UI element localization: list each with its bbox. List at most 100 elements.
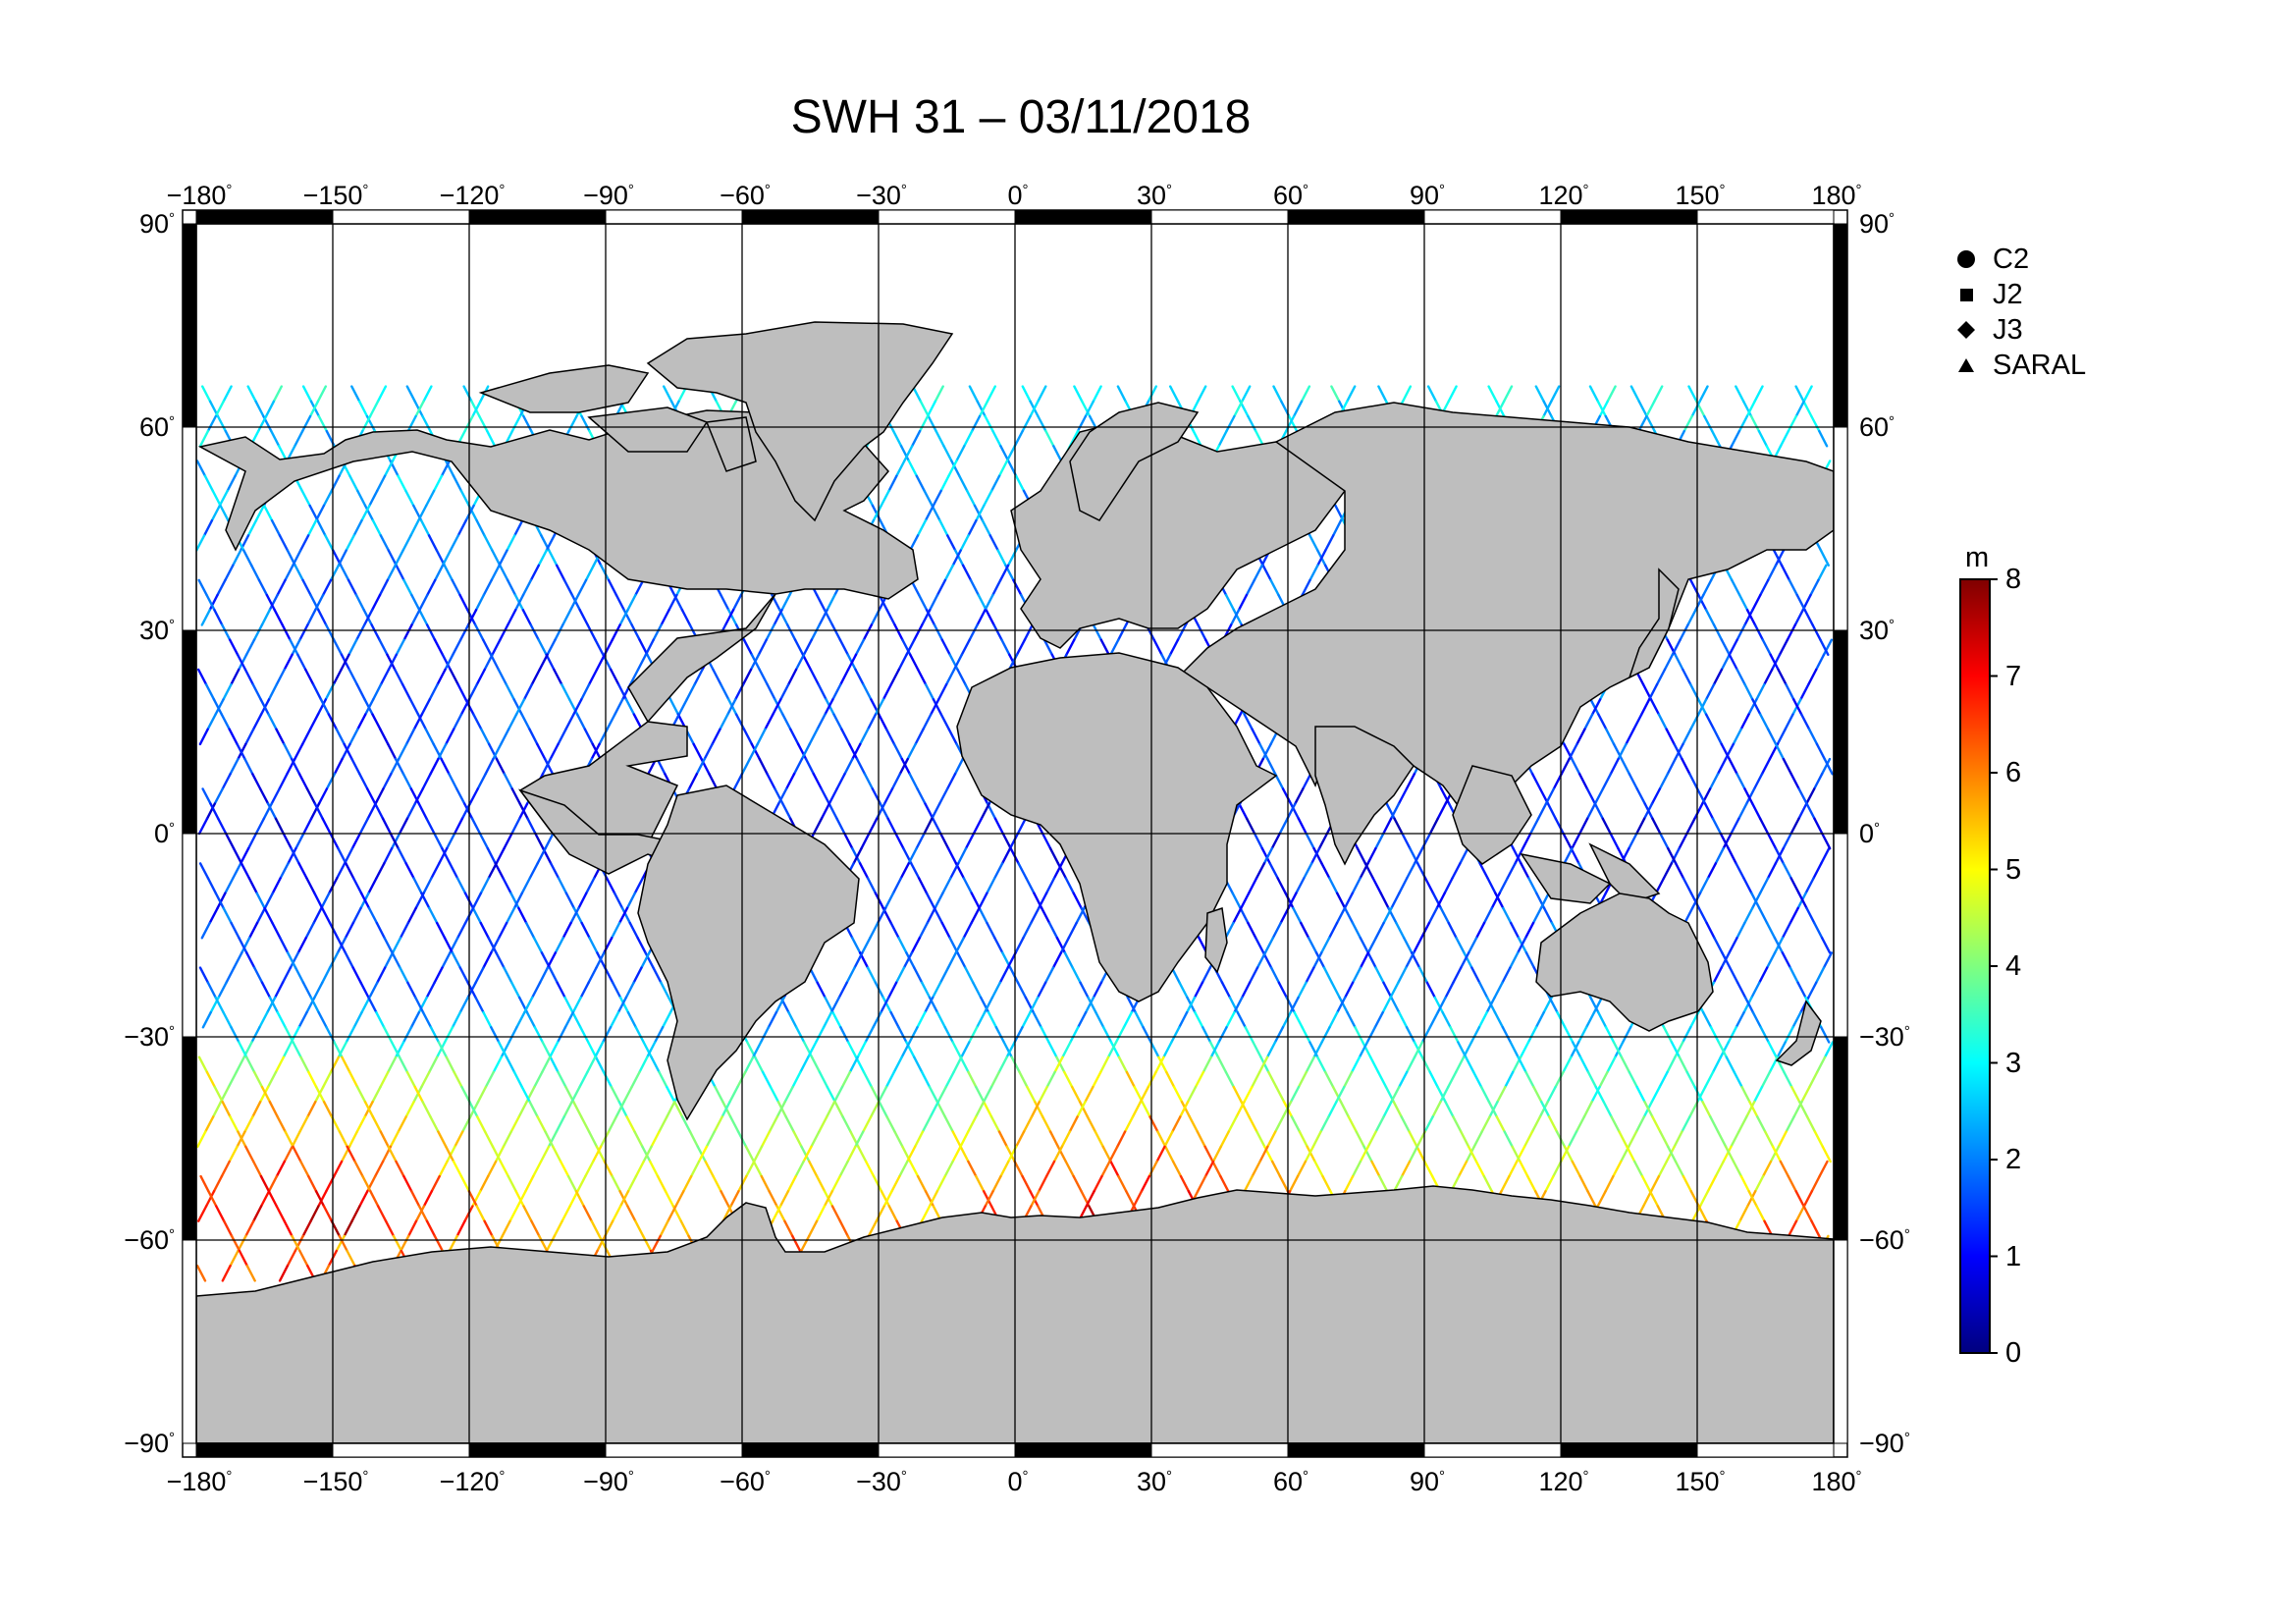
track-segment — [1640, 1174, 1652, 1193]
track-segment — [1459, 847, 1469, 865]
track-segment — [1465, 1145, 1476, 1163]
track-segment — [1698, 385, 1709, 403]
track-segment — [750, 742, 761, 761]
track-segment — [1592, 996, 1604, 1014]
track-segment — [301, 414, 312, 433]
lon-tick-label-top: 120° — [1538, 181, 1588, 210]
track-segment — [1821, 1145, 1832, 1163]
track-segment — [448, 1234, 458, 1253]
track-segment — [336, 937, 347, 954]
track-segment — [522, 414, 533, 433]
track-segment — [815, 1026, 826, 1044]
track-segment — [1225, 1010, 1236, 1029]
track-segment — [356, 489, 367, 508]
track-segment — [614, 698, 624, 716]
track-segment — [1093, 1174, 1103, 1193]
track-segment — [1243, 1085, 1254, 1104]
track-segment — [211, 1100, 223, 1118]
lon-tick-label-top: 60° — [1273, 181, 1308, 210]
track-segment — [1390, 996, 1401, 1014]
track-segment — [255, 892, 266, 910]
track-segment — [341, 742, 351, 761]
track-segment — [1436, 1085, 1447, 1104]
track-segment — [297, 1010, 308, 1029]
track-segment — [984, 593, 994, 612]
track-segment — [196, 1264, 207, 1282]
track-segment — [308, 713, 320, 730]
lon-tick-label-bottom: 90° — [1410, 1467, 1445, 1496]
track-segment — [1546, 1085, 1557, 1104]
track-segment — [468, 787, 479, 805]
track-segment — [968, 385, 979, 403]
track-segment — [1272, 385, 1283, 403]
track-segment — [800, 1145, 811, 1163]
track-segment — [317, 787, 329, 805]
track-segment — [1698, 877, 1710, 894]
track-segment — [938, 966, 950, 984]
track-segment — [1201, 1026, 1212, 1044]
track-segment — [832, 1085, 844, 1104]
track-segment — [532, 937, 544, 954]
track-segment — [1621, 1026, 1632, 1044]
track-segment — [476, 1085, 488, 1104]
track-segment — [270, 787, 281, 805]
track-segment — [744, 1145, 756, 1163]
track-segment — [1101, 1145, 1112, 1163]
track-segment — [799, 1055, 810, 1074]
track-segment — [308, 400, 320, 418]
track-segment — [1578, 817, 1589, 836]
track-segment — [1487, 1100, 1499, 1118]
frame-bar-bottom — [468, 1442, 607, 1458]
track-segment — [719, 713, 729, 730]
track-segment — [606, 877, 616, 894]
track-segment — [663, 385, 673, 403]
track-segment — [1519, 1160, 1529, 1178]
track-segment — [214, 892, 225, 910]
track-segment — [634, 1160, 645, 1178]
track-segment — [1648, 1190, 1660, 1208]
track-segment — [1472, 1130, 1483, 1149]
track-segment — [350, 757, 361, 776]
track-segment — [351, 966, 362, 984]
track-segment — [276, 1010, 287, 1029]
track-segment — [1359, 937, 1370, 954]
track-segment — [1765, 951, 1777, 969]
track-segment — [1439, 906, 1451, 925]
track-segment — [426, 578, 437, 597]
track-segment — [636, 653, 648, 672]
frame-bar-bottom — [1423, 1442, 1562, 1458]
track-segment — [1366, 847, 1377, 865]
track-segment — [926, 400, 936, 418]
colorbar-label: 1 — [2005, 1240, 2022, 1272]
track-segment — [1026, 1085, 1037, 1104]
track-segment — [921, 1070, 932, 1089]
track-segment — [258, 1010, 269, 1029]
track-segment — [1095, 1010, 1105, 1029]
track-segment — [371, 713, 382, 730]
track-segment — [413, 787, 424, 805]
track-segment — [1451, 862, 1462, 880]
track-segment — [221, 1264, 232, 1282]
track-segment — [756, 728, 767, 746]
track-segment — [644, 638, 655, 656]
track-segment — [216, 892, 227, 910]
track-segment — [1820, 847, 1831, 865]
track-segment — [1620, 757, 1631, 776]
track-segment — [221, 1100, 232, 1118]
track-segment — [969, 578, 980, 597]
track-segment — [1789, 773, 1800, 790]
track-segment — [317, 609, 328, 626]
track-segment — [826, 593, 836, 612]
track-segment — [909, 1160, 920, 1178]
track-segment — [606, 713, 616, 730]
track-segment — [562, 1100, 573, 1118]
track-segment — [300, 489, 311, 508]
track-segment — [610, 668, 620, 686]
track-segment — [1415, 1145, 1426, 1163]
track-segment — [577, 892, 588, 910]
track-segment — [440, 460, 452, 477]
land-new-zealand — [1775, 1000, 1822, 1066]
track-segment — [260, 1085, 272, 1104]
track-segment — [1720, 638, 1732, 656]
track-segment — [943, 1160, 954, 1178]
